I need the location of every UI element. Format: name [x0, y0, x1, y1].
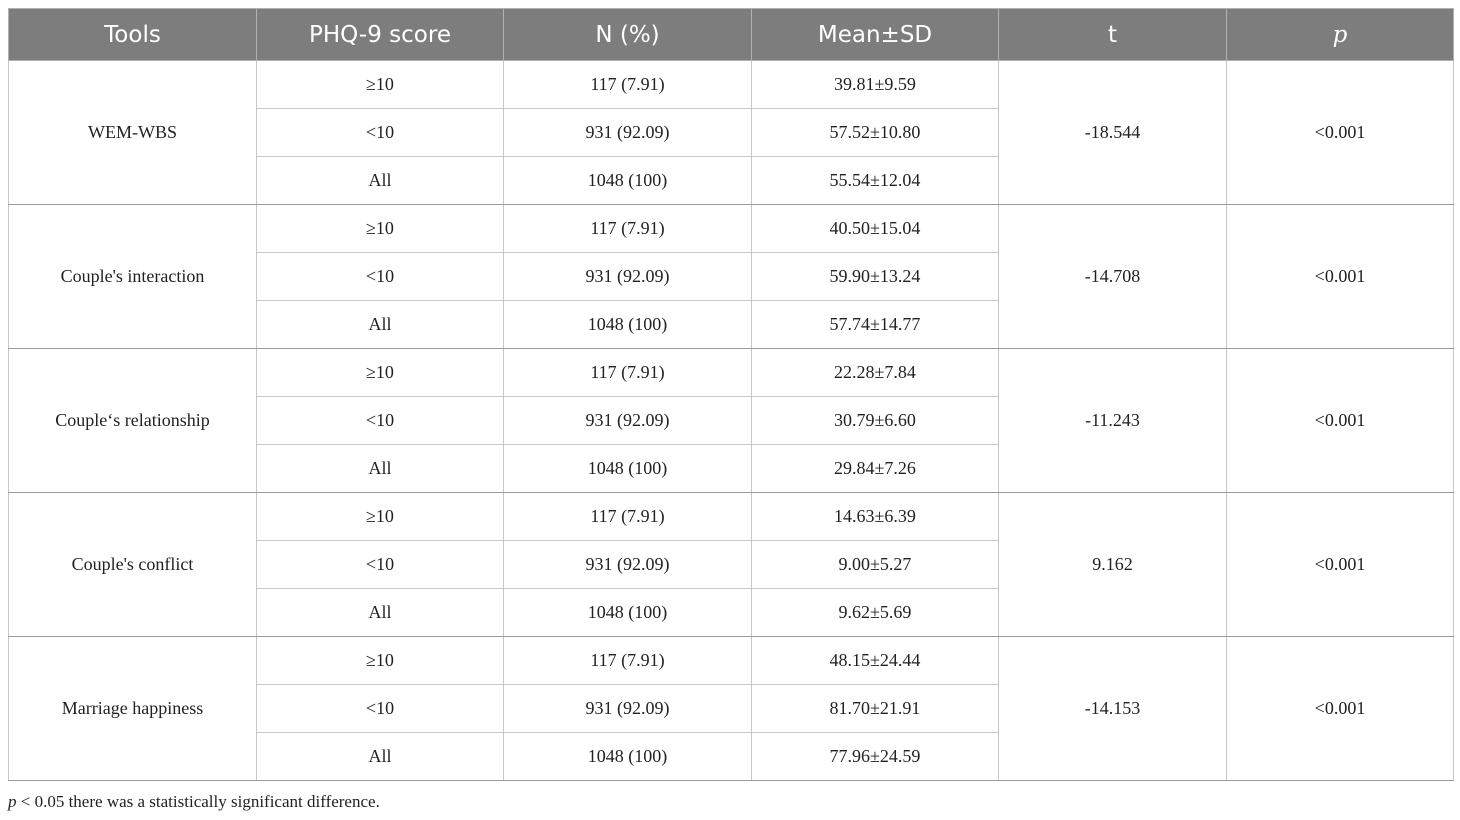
n-percent: 117 (7.91): [503, 60, 752, 109]
mean-sd: 22.28±7.84: [751, 348, 999, 397]
table-row: All 1048 (100) 57.74±14.77: [9, 300, 1454, 349]
mean-sd: 57.52±10.80: [751, 108, 999, 157]
phq9-score: All: [256, 300, 504, 349]
table-row: <10 931 (92.09) 30.79±6.60: [9, 396, 1454, 445]
mean-sd: 29.84±7.26: [751, 444, 999, 493]
mean-sd: 55.54±12.04: [751, 156, 999, 205]
table-row: Couple's conflict ≥10 117 (7.91) 14.63±6…: [8, 492, 1454, 637]
p-value: <0.001: [1226, 204, 1454, 349]
phq9-score: ≥10: [256, 492, 504, 541]
tool-name: Couple‘s relationship: [8, 348, 257, 493]
mean-sd: 57.74±14.77: [751, 300, 999, 349]
tool-name: WEM-WBS: [8, 60, 257, 205]
t-value: -14.708: [998, 204, 1227, 349]
n-percent: 1048 (100): [503, 588, 752, 637]
table-row: All 1048 (100) 29.84±7.26: [9, 444, 1454, 493]
header-p: p: [1226, 8, 1454, 61]
table-row: Marriage happiness ≥10 117 (7.91) 48.15±…: [8, 636, 1454, 781]
phq9-score: <10: [256, 684, 504, 733]
mean-sd: 9.62±5.69: [751, 588, 999, 637]
table-row: <10 931 (92.09) 81.70±21.91: [9, 684, 1454, 733]
results-table: Tools PHQ-9 score N (%) Mean±SD t p WEM-…: [8, 8, 1454, 781]
mean-sd: 81.70±21.91: [751, 684, 999, 733]
table-row: <10 931 (92.09) 9.00±5.27: [9, 540, 1454, 589]
tool-name: Couple's conflict: [8, 492, 257, 637]
footnote-text: < 0.05 there was a statistically signifi…: [16, 792, 380, 811]
phq9-score: All: [256, 732, 504, 781]
mean-sd: 30.79±6.60: [751, 396, 999, 445]
n-percent: 1048 (100): [503, 444, 752, 493]
table-row: <10 931 (92.09) 57.52±10.80: [9, 108, 1454, 157]
table-row: Couple‘s relationship ≥10 117 (7.91) 22.…: [8, 348, 1454, 493]
t-value: -11.243: [998, 348, 1227, 493]
phq9-score: <10: [256, 108, 504, 157]
n-percent: 931 (92.09): [503, 540, 752, 589]
mean-sd: 40.50±15.04: [751, 204, 999, 253]
n-percent: 931 (92.09): [503, 108, 752, 157]
table-row: All 1048 (100) 55.54±12.04: [9, 156, 1454, 205]
table-row: All 1048 (100) 9.62±5.69: [9, 588, 1454, 637]
mean-sd: 9.00±5.27: [751, 540, 999, 589]
phq9-score: All: [256, 588, 504, 637]
table-row: Couple's interaction ≥10 117 (7.91) 40.5…: [8, 204, 1454, 349]
table-row: <10 931 (92.09) 59.90±13.24: [9, 252, 1454, 301]
mean-sd: 39.81±9.59: [751, 60, 999, 109]
table-footnote: p < 0.05 there was a statistically signi…: [8, 792, 380, 812]
p-value: <0.001: [1226, 636, 1454, 781]
n-percent: 931 (92.09): [503, 396, 752, 445]
tool-name: Couple's interaction: [8, 204, 257, 349]
header-n-percent: N (%): [503, 8, 752, 61]
n-percent: 1048 (100): [503, 156, 752, 205]
n-percent: 117 (7.91): [503, 348, 752, 397]
n-percent: 1048 (100): [503, 732, 752, 781]
table-row: All 1048 (100) 77.96±24.59: [9, 732, 1454, 781]
p-value: <0.001: [1226, 492, 1454, 637]
phq9-score: ≥10: [256, 204, 504, 253]
phq9-score: ≥10: [256, 348, 504, 397]
n-percent: 117 (7.91): [503, 636, 752, 685]
mean-sd: 59.90±13.24: [751, 252, 999, 301]
phq9-score: All: [256, 156, 504, 205]
n-percent: 931 (92.09): [503, 684, 752, 733]
n-percent: 1048 (100): [503, 300, 752, 349]
phq9-score: All: [256, 444, 504, 493]
p-value: <0.001: [1226, 60, 1454, 205]
table-row: WEM-WBS ≥10 117 (7.91) 39.81±9.59 -18.54…: [8, 60, 1454, 205]
mean-sd: 77.96±24.59: [751, 732, 999, 781]
header-mean-sd: Mean±SD: [751, 8, 999, 61]
mean-sd: 14.63±6.39: [751, 492, 999, 541]
p-value: <0.001: [1226, 348, 1454, 493]
tool-name: Marriage happiness: [8, 636, 257, 781]
header-phq9-score: PHQ-9 score: [256, 8, 504, 61]
footnote-p-symbol: p: [8, 792, 17, 811]
n-percent: 931 (92.09): [503, 252, 752, 301]
mean-sd: 48.15±24.44: [751, 636, 999, 685]
t-value: -18.544: [998, 60, 1227, 205]
header-t: t: [998, 8, 1227, 61]
phq9-score: ≥10: [256, 60, 504, 109]
t-value: 9.162: [998, 492, 1227, 637]
phq9-score: <10: [256, 540, 504, 589]
header-row: Tools PHQ-9 score N (%) Mean±SD t p: [8, 8, 1454, 61]
t-value: -14.153: [998, 636, 1227, 781]
n-percent: 117 (7.91): [503, 492, 752, 541]
phq9-score: <10: [256, 396, 504, 445]
phq9-score: <10: [256, 252, 504, 301]
n-percent: 117 (7.91): [503, 204, 752, 253]
header-tools: Tools: [8, 8, 257, 61]
phq9-score: ≥10: [256, 636, 504, 685]
